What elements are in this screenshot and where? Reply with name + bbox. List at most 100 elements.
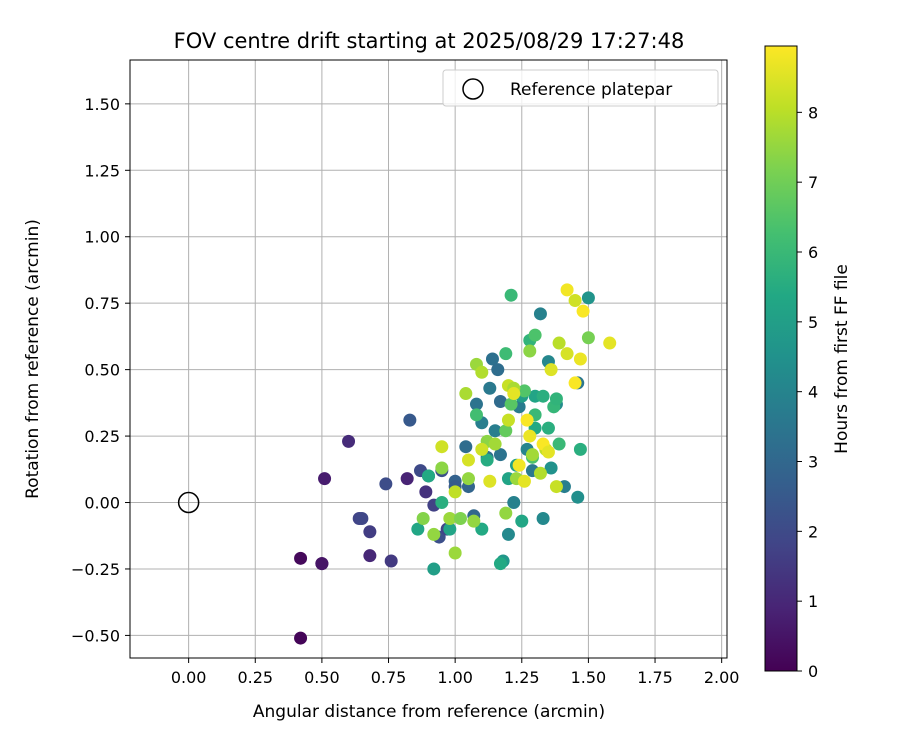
data-point — [523, 429, 537, 443]
data-point — [342, 434, 356, 448]
data-point — [573, 442, 587, 456]
data-point — [493, 395, 507, 409]
data-point — [499, 506, 513, 520]
data-point — [435, 440, 449, 454]
data-point — [427, 562, 441, 576]
data-point — [480, 453, 494, 467]
data-points — [294, 283, 617, 645]
chart-title: FOV centre drift starting at 2025/08/29 … — [174, 29, 685, 53]
data-point — [411, 522, 425, 536]
data-point — [318, 472, 332, 486]
data-point — [443, 511, 457, 525]
data-point — [475, 442, 489, 456]
data-point — [448, 485, 462, 499]
data-point — [504, 397, 518, 411]
plot-area: 0.00 0.25 0.50 0.75 1.00 1.25 1.50 1.75 2.00 −0.… — [71, 59, 739, 687]
data-point — [507, 496, 521, 510]
data-point — [504, 288, 518, 302]
colorbar-tick-label: 6 — [808, 243, 818, 262]
data-point — [544, 461, 558, 475]
data-point — [493, 448, 507, 462]
x-tick-label: 1.75 — [637, 668, 673, 687]
colorbar-tick-label: 1 — [808, 592, 818, 611]
data-point — [499, 347, 513, 361]
x-tick-label: 0.00 — [171, 668, 207, 687]
colorbar-tick-label: 8 — [808, 103, 818, 122]
data-point — [469, 397, 483, 411]
colorbar-tick-label: 3 — [808, 453, 818, 472]
y-tick-label: 0.50 — [84, 361, 120, 380]
data-point — [581, 291, 595, 305]
data-point — [453, 511, 467, 525]
data-point — [459, 387, 473, 401]
data-point — [416, 511, 430, 525]
data-point — [541, 445, 555, 459]
data-point — [467, 514, 481, 528]
x-tick-label: 1.00 — [437, 668, 473, 687]
legend-box — [442, 69, 719, 107]
data-point — [568, 294, 582, 308]
data-point — [549, 480, 563, 494]
data-point — [379, 477, 393, 491]
data-point — [515, 514, 529, 528]
x-tick-label: 1.50 — [571, 668, 607, 687]
data-point — [483, 474, 497, 488]
x-axis-ticks: 0.00 0.25 0.50 0.75 1.00 1.25 1.50 1.75 2.00 — [171, 658, 739, 687]
data-point — [517, 384, 531, 398]
colorbar: 0 1 2 3 4 5 6 7 8 Hours from first FF file — [764, 45, 852, 681]
data-point — [507, 387, 521, 401]
data-point — [363, 549, 377, 563]
data-point — [552, 437, 566, 451]
data-point — [533, 307, 547, 321]
data-point — [501, 527, 515, 541]
data-point — [400, 472, 414, 486]
y-tick-label: 1.25 — [84, 161, 120, 180]
data-point — [469, 408, 483, 422]
data-point — [485, 352, 499, 366]
data-point — [448, 546, 462, 560]
colorbar-tick-label: 5 — [808, 313, 818, 332]
data-point — [427, 527, 441, 541]
data-point — [512, 458, 526, 472]
y-tick-label: 0.25 — [84, 427, 120, 446]
colorbar-tick-label: 0 — [808, 662, 818, 681]
data-point — [581, 331, 595, 345]
x-tick-label: 1.25 — [504, 668, 540, 687]
data-point — [533, 466, 547, 480]
data-point — [528, 328, 542, 342]
y-axis-label: Rotation from reference (arcmin) — [23, 219, 43, 499]
y-tick-label: 1.50 — [84, 95, 120, 114]
data-point — [419, 485, 433, 499]
axes-frame — [129, 59, 728, 659]
data-point — [475, 365, 489, 379]
x-tick-label: 0.25 — [237, 668, 273, 687]
y-tick-label: 0.00 — [84, 494, 120, 513]
y-tick-label: 0.75 — [84, 294, 120, 313]
data-point — [459, 440, 473, 454]
data-point — [520, 413, 534, 427]
data-point — [461, 453, 475, 467]
x-tick-label: 0.50 — [304, 668, 340, 687]
data-point — [315, 557, 329, 571]
y-tick-label: −0.50 — [71, 626, 120, 645]
colorbar-gradient — [764, 45, 798, 672]
data-point — [422, 469, 435, 483]
data-point — [384, 554, 398, 568]
axes-background — [130, 60, 727, 658]
legend-marker-icon — [462, 78, 484, 100]
data-point — [523, 344, 537, 358]
colorbar-label: Hours from first FF file — [832, 264, 852, 454]
data-point — [493, 557, 507, 571]
data-point — [525, 448, 539, 462]
data-point — [552, 336, 566, 350]
data-point — [483, 381, 497, 395]
y-tick-label: 1.00 — [84, 228, 120, 247]
data-point — [294, 631, 308, 645]
data-point — [443, 522, 457, 536]
data-point — [549, 392, 563, 406]
data-point — [499, 424, 513, 438]
data-point — [536, 389, 550, 403]
data-point — [544, 363, 558, 377]
data-point — [435, 496, 449, 510]
data-point — [560, 347, 574, 361]
